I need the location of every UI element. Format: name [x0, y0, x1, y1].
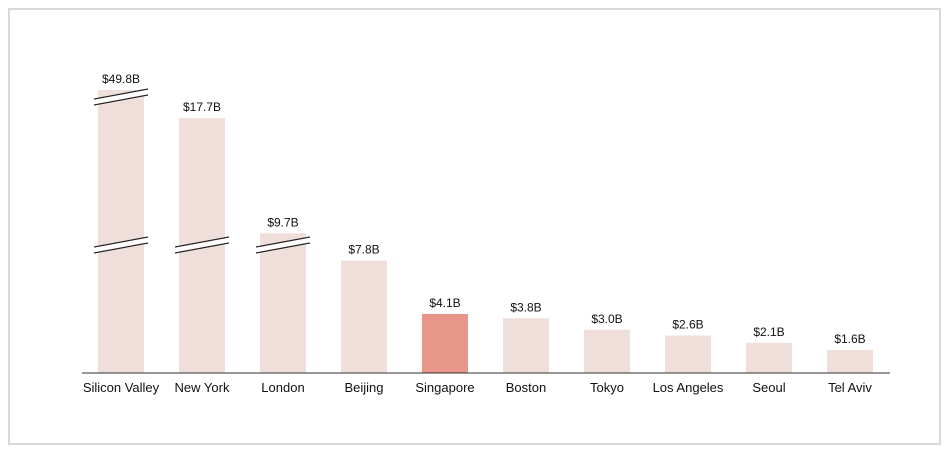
- axis-break-gap: [256, 238, 310, 252]
- bar: [422, 313, 468, 373]
- bar: [341, 260, 387, 373]
- bar: [665, 335, 711, 373]
- axis-break: [93, 94, 149, 106]
- bar: [746, 342, 792, 373]
- bar: [98, 90, 144, 373]
- value-label: $2.1B: [753, 325, 784, 339]
- axis-break: [93, 242, 149, 254]
- value-label: $1.6B: [834, 332, 865, 346]
- x-tick-label: Boston: [505, 380, 547, 395]
- value-label: $3.8B: [510, 300, 541, 314]
- bar: [503, 318, 549, 373]
- value-label: $3.0B: [591, 312, 622, 326]
- axis-break-gap: [94, 90, 148, 104]
- bar: [260, 233, 306, 373]
- x-tick-label: Singapore: [415, 380, 475, 395]
- value-label: $49.8B: [102, 72, 140, 86]
- chart-frame: [8, 8, 941, 445]
- value-label: $4.1B: [429, 296, 460, 310]
- bar: [827, 349, 873, 373]
- x-tick-label: Tokyo: [590, 380, 624, 395]
- axis-break: [93, 236, 149, 248]
- axis-break: [93, 88, 149, 100]
- value-label: $7.8B: [348, 243, 379, 257]
- x-tick-label: Tel Aviv: [828, 380, 872, 395]
- value-label: $9.7B: [267, 215, 298, 229]
- axis-break: [255, 242, 311, 254]
- x-tick-label: Silicon Valley: [82, 380, 160, 395]
- value-label: $17.7B: [183, 100, 221, 114]
- x-tick-label: London: [261, 380, 305, 395]
- axis-break: [174, 242, 230, 254]
- axis-break: [174, 236, 230, 248]
- axis-break: [255, 236, 311, 248]
- x-tick-label: New York: [174, 380, 230, 395]
- axis-break-gap: [175, 238, 229, 252]
- value-label: $2.6B: [672, 318, 703, 332]
- x-tick-label: Beijing: [344, 380, 384, 395]
- x-tick-label: Seoul: [752, 380, 786, 395]
- x-tick-label: Los Angeles: [652, 380, 724, 395]
- bar: [584, 329, 630, 373]
- axis-break-gap: [94, 238, 148, 252]
